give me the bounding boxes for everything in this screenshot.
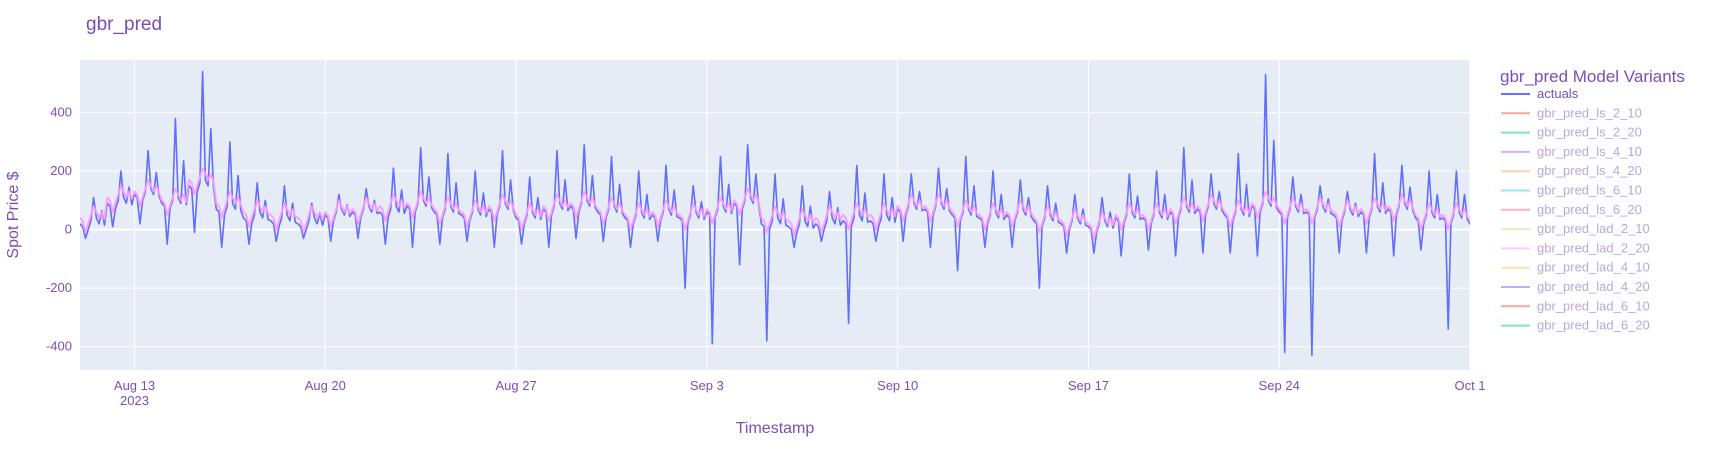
x-tick-label: Sep 3	[690, 378, 724, 393]
series-line-actuals[interactable]	[80, 70, 1495, 357]
x-tick-label: Aug 27	[495, 378, 536, 393]
legend-item-gbr_pred_ls_4_10[interactable]: gbr_pred_ls_4_10	[1501, 144, 1642, 159]
series-line-gbr_pred_lad_2_20[interactable]	[80, 167, 1495, 240]
legend: gbr_pred Model Variants actuals gbr_pred_…	[1500, 67, 1685, 333]
legend-item-gbr_pred_lad_6_20[interactable]: gbr_pred_lad_6_20	[1501, 318, 1650, 333]
legend-item-gbr_pred_lad_4_20[interactable]: gbr_pred_lad_4_20	[1501, 279, 1650, 294]
legend-label: gbr_pred_lad_6_20	[1537, 318, 1650, 333]
legend-item-gbr_pred_ls_2_10[interactable]: gbr_pred_ls_2_10	[1501, 105, 1642, 120]
legend-title: gbr_pred Model Variants	[1500, 67, 1685, 86]
legend-label: gbr_pred_lad_6_10	[1537, 298, 1650, 313]
legend-label: gbr_pred_lad_2_20	[1537, 240, 1650, 255]
y-tick-label: -400	[46, 339, 72, 354]
series-layer	[80, 70, 1495, 357]
legend-label: gbr_pred_ls_6_10	[1537, 183, 1642, 198]
legend-label: actuals	[1537, 86, 1579, 101]
y-gridlines	[80, 112, 1470, 348]
legend-item-gbr_pred_ls_6_10[interactable]: gbr_pred_ls_6_10	[1501, 183, 1642, 198]
legend-item-gbr_pred_lad_4_10[interactable]: gbr_pred_lad_4_10	[1501, 260, 1650, 275]
y-tick-label: 400	[50, 105, 72, 120]
legend-label: gbr_pred_ls_4_10	[1537, 144, 1642, 159]
legend-item-gbr_pred_ls_2_20[interactable]: gbr_pred_ls_2_20	[1501, 125, 1642, 140]
legend-item-gbr_pred_ls_6_20[interactable]: gbr_pred_ls_6_20	[1501, 202, 1642, 217]
x-tick-label: Oct 1	[1454, 378, 1485, 393]
y-axis: 400 200 0 -200 -400	[46, 105, 72, 354]
x-tick-sublabel: 2023	[120, 393, 149, 408]
y-tick-label: -200	[46, 280, 72, 295]
legend-item-gbr_pred_lad_6_10[interactable]: gbr_pred_lad_6_10	[1501, 298, 1650, 313]
legend-label: gbr_pred_ls_6_20	[1537, 202, 1642, 217]
legend-item-gbr_pred_lad_2_20[interactable]: gbr_pred_lad_2_20	[1501, 240, 1650, 255]
legend-label: gbr_pred_lad_4_10	[1537, 260, 1650, 275]
x-tick-label: Sep 24	[1259, 378, 1300, 393]
legend-label: gbr_pred_ls_4_20	[1537, 163, 1642, 178]
y-tick-label: 200	[50, 163, 72, 178]
legend-label: gbr_pred_ls_2_20	[1537, 125, 1642, 140]
x-tick-label: Sep 10	[877, 378, 918, 393]
legend-item-gbr_pred_ls_4_20[interactable]: gbr_pred_ls_4_20	[1501, 163, 1642, 178]
chart-title: gbr_pred	[86, 14, 162, 35]
legend-item-gbr_pred_lad_2_10[interactable]: gbr_pred_lad_2_10	[1501, 221, 1650, 236]
legend-item-actuals[interactable]: actuals	[1501, 86, 1579, 101]
legend-label: gbr_pred_lad_4_20	[1537, 279, 1650, 294]
x-tick-label: Sep 17	[1068, 378, 1109, 393]
plot-area[interactable]	[80, 60, 1470, 370]
x-axis-title: Timestamp	[736, 420, 815, 437]
y-tick-label: 0	[65, 222, 72, 237]
legend-label: gbr_pred_lad_2_10	[1537, 221, 1650, 236]
x-tick-label: Aug 13	[114, 378, 155, 393]
legend-label: gbr_pred_ls_2_10	[1537, 105, 1642, 120]
x-tick-label: Aug 20	[305, 378, 346, 393]
y-axis-title: Spot Price $	[5, 171, 22, 258]
